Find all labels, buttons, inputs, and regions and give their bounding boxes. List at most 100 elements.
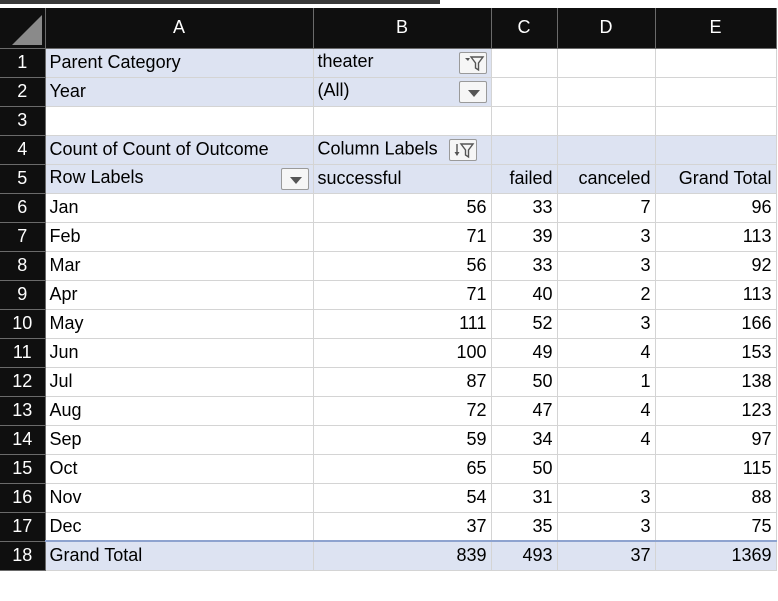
row-label[interactable]: Nov xyxy=(45,483,313,512)
column-labels-filter-button[interactable] xyxy=(449,139,477,161)
value-failed[interactable]: 31 xyxy=(491,483,557,512)
value-canceled[interactable]: 3 xyxy=(557,309,655,338)
value-failed[interactable]: 47 xyxy=(491,396,557,425)
value-failed[interactable]: 52 xyxy=(491,309,557,338)
year-dropdown-button[interactable] xyxy=(459,81,487,103)
cell[interactable] xyxy=(655,77,776,106)
value-successful[interactable]: 71 xyxy=(313,280,491,309)
select-all-button[interactable] xyxy=(0,8,45,48)
row-header[interactable]: 18 xyxy=(0,541,45,570)
cell[interactable] xyxy=(557,106,655,135)
column-header-d[interactable]: D xyxy=(557,8,655,48)
grand-total-label[interactable]: Grand Total xyxy=(45,541,313,570)
row-header[interactable]: 17 xyxy=(0,512,45,541)
row-header[interactable]: 11 xyxy=(0,338,45,367)
value-failed[interactable]: 49 xyxy=(491,338,557,367)
row-label[interactable]: May xyxy=(45,309,313,338)
value-failed[interactable]: 34 xyxy=(491,425,557,454)
value-total[interactable]: 138 xyxy=(655,367,776,396)
column-header-a[interactable]: A xyxy=(45,8,313,48)
row-label[interactable]: Sep xyxy=(45,425,313,454)
value-failed[interactable]: 39 xyxy=(491,222,557,251)
value-total[interactable]: 153 xyxy=(655,338,776,367)
row-label[interactable]: Jun xyxy=(45,338,313,367)
filter-label-year[interactable]: Year xyxy=(45,77,313,106)
value-successful[interactable]: 59 xyxy=(313,425,491,454)
value-total[interactable]: 96 xyxy=(655,193,776,222)
row-header[interactable]: 15 xyxy=(0,454,45,483)
row-label[interactable]: Jul xyxy=(45,367,313,396)
row-header[interactable]: 8 xyxy=(0,251,45,280)
cell[interactable] xyxy=(491,106,557,135)
value-successful[interactable]: 37 xyxy=(313,512,491,541)
row-header[interactable]: 10 xyxy=(0,309,45,338)
value-successful[interactable]: 56 xyxy=(313,251,491,280)
value-successful[interactable]: 54 xyxy=(313,483,491,512)
pivot-header-failed[interactable]: failed xyxy=(491,164,557,193)
grand-total-failed[interactable]: 493 xyxy=(491,541,557,570)
row-label[interactable]: Oct xyxy=(45,454,313,483)
cell[interactable] xyxy=(557,135,655,164)
cell[interactable] xyxy=(557,48,655,77)
row-header[interactable]: 5 xyxy=(0,164,45,193)
grand-total-successful[interactable]: 839 xyxy=(313,541,491,570)
pivot-header-canceled[interactable]: canceled xyxy=(557,164,655,193)
cell[interactable] xyxy=(45,106,313,135)
value-canceled[interactable]: 1 xyxy=(557,367,655,396)
pivot-row-labels[interactable]: Row Labels xyxy=(45,164,313,193)
row-header[interactable]: 14 xyxy=(0,425,45,454)
value-successful[interactable]: 111 xyxy=(313,309,491,338)
filter-value-parent-category[interactable]: theater xyxy=(313,48,491,77)
value-canceled[interactable]: 4 xyxy=(557,396,655,425)
row-header[interactable]: 16 xyxy=(0,483,45,512)
cell[interactable] xyxy=(491,48,557,77)
value-failed[interactable]: 35 xyxy=(491,512,557,541)
value-canceled[interactable]: 3 xyxy=(557,483,655,512)
value-failed[interactable]: 40 xyxy=(491,280,557,309)
value-failed[interactable]: 33 xyxy=(491,193,557,222)
value-failed[interactable]: 50 xyxy=(491,367,557,396)
grand-total-canceled[interactable]: 37 xyxy=(557,541,655,570)
row-header[interactable]: 3 xyxy=(0,106,45,135)
value-canceled[interactable]: 4 xyxy=(557,425,655,454)
value-successful[interactable]: 65 xyxy=(313,454,491,483)
cell[interactable] xyxy=(655,135,776,164)
value-canceled[interactable]: 2 xyxy=(557,280,655,309)
cell[interactable] xyxy=(655,48,776,77)
pivot-value-field-label[interactable]: Count of Count of Outcome xyxy=(45,135,313,164)
pivot-header-grand-total[interactable]: Grand Total xyxy=(655,164,776,193)
row-labels-dropdown-button[interactable] xyxy=(281,168,309,190)
column-header-c[interactable]: C xyxy=(491,8,557,48)
row-header[interactable]: 1 xyxy=(0,48,45,77)
value-failed[interactable]: 50 xyxy=(491,454,557,483)
filter-applied-dropdown-button[interactable] xyxy=(459,52,487,74)
value-successful[interactable]: 72 xyxy=(313,396,491,425)
value-total[interactable]: 113 xyxy=(655,222,776,251)
value-total[interactable]: 75 xyxy=(655,512,776,541)
value-canceled[interactable] xyxy=(557,454,655,483)
value-total[interactable]: 88 xyxy=(655,483,776,512)
row-header[interactable]: 13 xyxy=(0,396,45,425)
value-canceled[interactable]: 3 xyxy=(557,251,655,280)
row-label[interactable]: Jan xyxy=(45,193,313,222)
value-total[interactable]: 113 xyxy=(655,280,776,309)
value-successful[interactable]: 100 xyxy=(313,338,491,367)
column-header-e[interactable]: E xyxy=(655,8,776,48)
row-header[interactable]: 12 xyxy=(0,367,45,396)
pivot-header-successful[interactable]: successful xyxy=(313,164,491,193)
cell[interactable] xyxy=(491,135,557,164)
column-header-b[interactable]: B xyxy=(313,8,491,48)
value-canceled[interactable]: 3 xyxy=(557,222,655,251)
value-successful[interactable]: 87 xyxy=(313,367,491,396)
row-header[interactable]: 6 xyxy=(0,193,45,222)
cell[interactable] xyxy=(313,106,491,135)
value-total[interactable]: 123 xyxy=(655,396,776,425)
row-label[interactable]: Aug xyxy=(45,396,313,425)
value-canceled[interactable]: 4 xyxy=(557,338,655,367)
grand-total-total[interactable]: 1369 xyxy=(655,541,776,570)
value-failed[interactable]: 33 xyxy=(491,251,557,280)
filter-label-parent-category[interactable]: Parent Category xyxy=(45,48,313,77)
row-label[interactable]: Dec xyxy=(45,512,313,541)
value-total[interactable]: 166 xyxy=(655,309,776,338)
row-label[interactable]: Feb xyxy=(45,222,313,251)
